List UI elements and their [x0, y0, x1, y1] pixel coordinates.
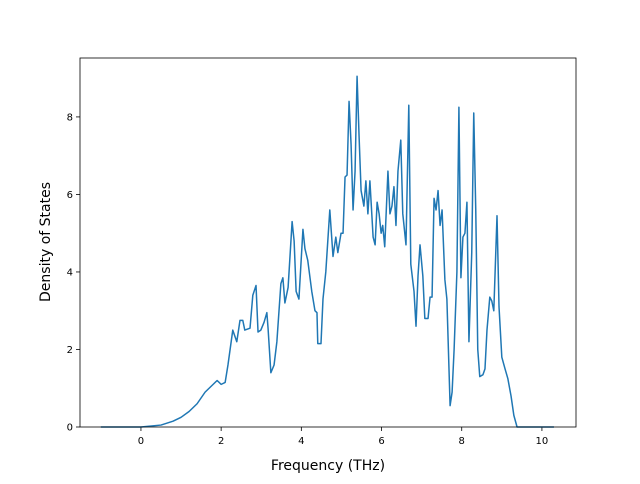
y-tick-label: 0 [67, 423, 73, 434]
y-tick-label: 8 [67, 112, 73, 123]
plot-frame [79, 57, 577, 428]
x-tick-label: 4 [298, 436, 304, 447]
x-tick-label: 0 [138, 436, 144, 447]
x-tick-label: 8 [459, 436, 465, 447]
data-line [100, 75, 554, 428]
y-axis-label: Density of States [38, 182, 54, 302]
x-tick-label: 6 [378, 436, 384, 447]
y-tick-label: 2 [67, 345, 73, 356]
x-axis-label: Frequency (THz) [271, 458, 385, 474]
x-tick-label: 10 [536, 436, 549, 447]
y-tick-label: 6 [67, 190, 73, 201]
x-tick-label: 2 [218, 436, 224, 447]
y-tick-label: 4 [67, 267, 73, 278]
